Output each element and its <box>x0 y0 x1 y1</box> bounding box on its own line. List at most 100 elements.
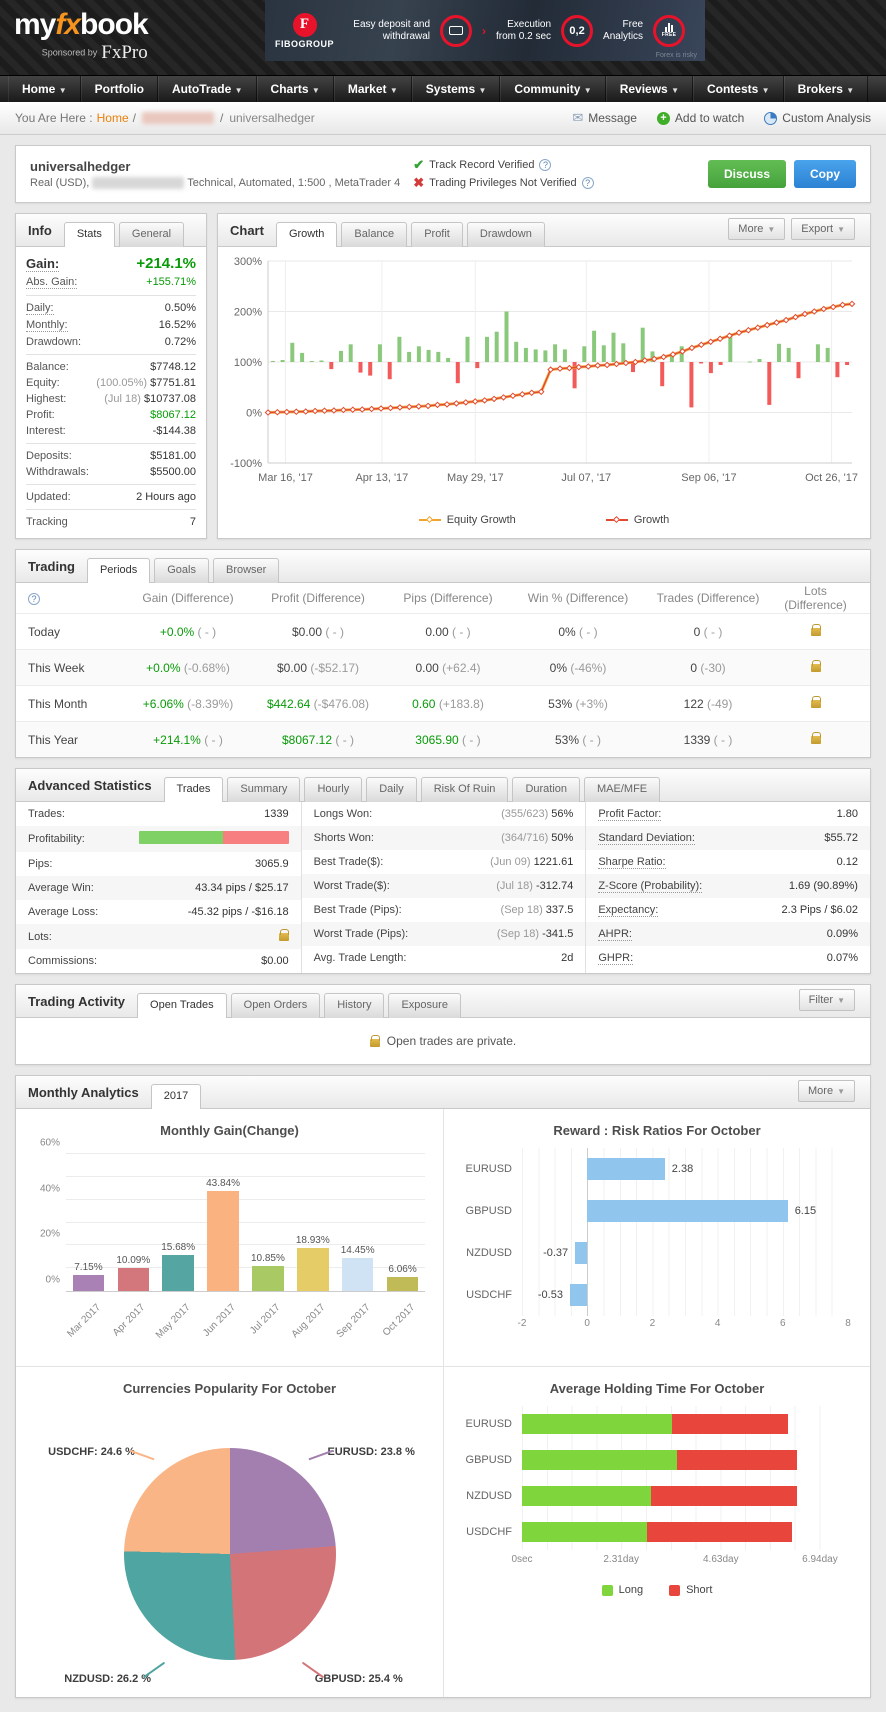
axis-tick-8: 8 <box>845 1318 851 1329</box>
stat-lots: Lots: <box>16 924 301 949</box>
ad-banner[interactable]: F FIBOGROUP Easy deposit and withdrawal … <box>265 0 705 61</box>
account-meta: Real (USD), Technical, Automated, 1:500 … <box>30 176 401 190</box>
pie-graphic <box>123 1448 336 1661</box>
tab-exposure[interactable]: Exposure <box>388 993 461 1018</box>
legend-item-growth[interactable]: Growth <box>605 514 669 526</box>
monthly-gain-bar-jun-2017: 43.84% <box>201 1154 246 1291</box>
tab-general[interactable]: General <box>118 222 185 247</box>
holding-segment-short <box>650 1486 797 1506</box>
legend-item-long[interactable]: Long <box>601 1584 643 1596</box>
help-icon[interactable]: ? <box>539 159 552 171</box>
holding-time-row-gbpusd: GBPUSD <box>466 1442 844 1478</box>
filter-dropdown[interactable]: Filter ▼ <box>798 989 855 1011</box>
activity-panel-head: Trading Activity Open Trades Open Orders H… <box>16 985 870 1018</box>
stat-abs-gain: Abs. Gain: +155.71% <box>26 276 196 289</box>
advanced-panel-head: Advanced Statistics Trades Summary Hourly D… <box>16 769 870 802</box>
tab-summary[interactable]: Summary <box>227 777 301 802</box>
monthly-panel-title: Monthly Analytics <box>28 1085 139 1100</box>
nav-item-charts[interactable]: Charts ▼ <box>256 76 334 102</box>
monthly-more-dropdown[interactable]: More ▼ <box>798 1080 855 1102</box>
tab-mae-mfe[interactable]: MAE/MFE <box>584 777 661 802</box>
lock-icon <box>810 732 821 744</box>
trading-table-header: ? Gain (Difference) Profit (Difference) Pip… <box>16 583 870 613</box>
nav-item-portfolio[interactable]: Portfolio <box>80 76 158 102</box>
custom-analysis-button[interactable]: Custom Analysis <box>764 111 871 125</box>
nav-item-contests[interactable]: Contests ▼ <box>692 76 784 102</box>
holding-segment-short <box>646 1522 793 1542</box>
tab-drawdown[interactable]: Drawdown <box>466 222 545 247</box>
pie-label-eurusd: EURUSD: 23.8 % <box>327 1445 415 1458</box>
tab-growth[interactable]: Growth <box>275 222 338 247</box>
tab-risk-of-ruin[interactable]: Risk Of Ruin <box>420 777 509 802</box>
monthly-gain-bar-mar-2017: 7.15% <box>66 1154 111 1291</box>
account-name[interactable]: universalhedger <box>30 158 131 174</box>
x-label-apr-2017: Apr 2017 <box>111 1302 148 1339</box>
stat-avg-trade-length: Avg. Trade Length: 2d <box>313 952 574 964</box>
advanced-panel-title: Advanced Statistics <box>28 778 152 793</box>
lock-icon <box>810 660 821 672</box>
tab-open-trades[interactable]: Open Trades <box>137 993 227 1018</box>
export-dropdown[interactable]: Export ▼ <box>791 218 855 240</box>
nav-item-home[interactable]: Home ▼ <box>8 76 81 102</box>
holding-segment-short <box>672 1414 789 1434</box>
holding-time-cell: Average Holding Time For October EURUSD G… <box>443 1366 870 1697</box>
tab-hourly[interactable]: Hourly <box>304 777 363 802</box>
myfxbook-logo[interactable]: myfxbook Sponsored by FxPro <box>14 10 149 64</box>
stat-longs-won: Longs Won: (355/623) 56% <box>313 808 574 820</box>
nav-item-market[interactable]: Market ▼ <box>333 76 412 102</box>
info-tabs: Stats General <box>62 217 186 247</box>
monthly-gain-bar-may-2017: 15.68% <box>156 1154 201 1291</box>
more-dropdown[interactable]: More ▼ <box>728 218 786 240</box>
add-to-watch-button[interactable]: + Add to watch <box>656 111 744 125</box>
pie-connector-gbpusd <box>302 1661 325 1679</box>
monthly-gain-bar-apr-2017: 10.09% <box>111 1154 156 1291</box>
tab-profit[interactable]: Profit <box>411 222 463 247</box>
tab-open-orders[interactable]: Open Orders <box>230 993 321 1018</box>
check-icon: ✔ <box>413 157 425 172</box>
breadcrumb-redacted-user <box>141 112 214 124</box>
legend-item-short[interactable]: Short <box>669 1584 712 1596</box>
tab-periods[interactable]: Periods <box>86 558 151 583</box>
tab-2017[interactable]: 2017 <box>150 1084 202 1109</box>
discuss-button[interactable]: Discuss <box>707 160 786 188</box>
tab-daily[interactable]: Daily <box>366 777 417 802</box>
holding-segment-long <box>522 1522 647 1542</box>
holding-time-row-eurusd: EURUSD <box>466 1406 844 1442</box>
nav-item-brokers[interactable]: Brokers ▼ <box>783 76 869 102</box>
stat-best-trade: Best Trade($): (Jun 09) 1221.61 <box>313 856 574 868</box>
tab-duration[interactable]: Duration <box>512 777 581 802</box>
activity-body: Open trades are private. <box>16 1018 870 1064</box>
stat-deposits: Deposits: $5181.00 <box>26 450 196 462</box>
monthly-gain-cell: Monthly Gain(Change) 0% 20% 40% 60% 7.15% 10.… <box>16 1109 443 1366</box>
axis-tick-6: 6 <box>780 1318 786 1329</box>
tab-history[interactable]: History <box>324 993 385 1018</box>
tab-browser[interactable]: Browser <box>213 558 280 583</box>
growth-chart: 300% 200% 100% 0% -100% Mar 16, '17 Apr 13, '1… <box>222 253 866 508</box>
nav-item-systems[interactable]: Systems ▼ <box>411 76 501 102</box>
holding-time-row-usdchf: USDCHF <box>466 1514 844 1550</box>
stat-withdrawals: Withdrawals: $5500.00 <box>26 466 196 478</box>
message-button[interactable]: ✉ Message <box>572 110 637 125</box>
axis-tick-4: 4 <box>714 1318 721 1329</box>
column-header-profit-difference: Profit (Difference) <box>271 591 365 605</box>
info-panel-head: Info Stats General <box>16 214 206 247</box>
tab-trades[interactable]: Trades <box>163 777 224 802</box>
nav-item-community[interactable]: Community ▼ <box>500 76 606 102</box>
help-icon[interactable]: ? <box>28 593 40 605</box>
tab-balance[interactable]: Balance <box>341 222 408 247</box>
stats-body: Gain: +214.1% Abs. Gain: +155.71% Daily: 0.50… <box>16 247 206 536</box>
breadcrumb-home-link[interactable]: Home <box>96 111 129 125</box>
nav-item-autotrade[interactable]: AutoTrade ▼ <box>157 76 257 102</box>
trading-panel: Trading Periods Goals Browser ? Gain (Diffe… <box>15 549 871 758</box>
tab-goals[interactable]: Goals <box>154 558 209 583</box>
holding-time-title: Average Holding Time For October <box>549 1381 765 1396</box>
stat-standard-deviation: Standard Deviation: $55.72 <box>586 826 870 850</box>
monthly-gain-bar-oct-2017: 6.06% <box>380 1154 425 1291</box>
legend-item-equity-growth[interactable]: Equity Growth <box>418 514 516 526</box>
account-summary: universalhedger Real (USD), Technical, A… <box>30 158 413 190</box>
holding-segment-long <box>522 1414 673 1434</box>
tab-stats[interactable]: Stats <box>63 222 115 247</box>
copy-button[interactable]: Copy <box>794 160 856 188</box>
help-icon[interactable]: ? <box>581 177 594 189</box>
nav-item-reviews[interactable]: Reviews ▼ <box>605 76 693 102</box>
